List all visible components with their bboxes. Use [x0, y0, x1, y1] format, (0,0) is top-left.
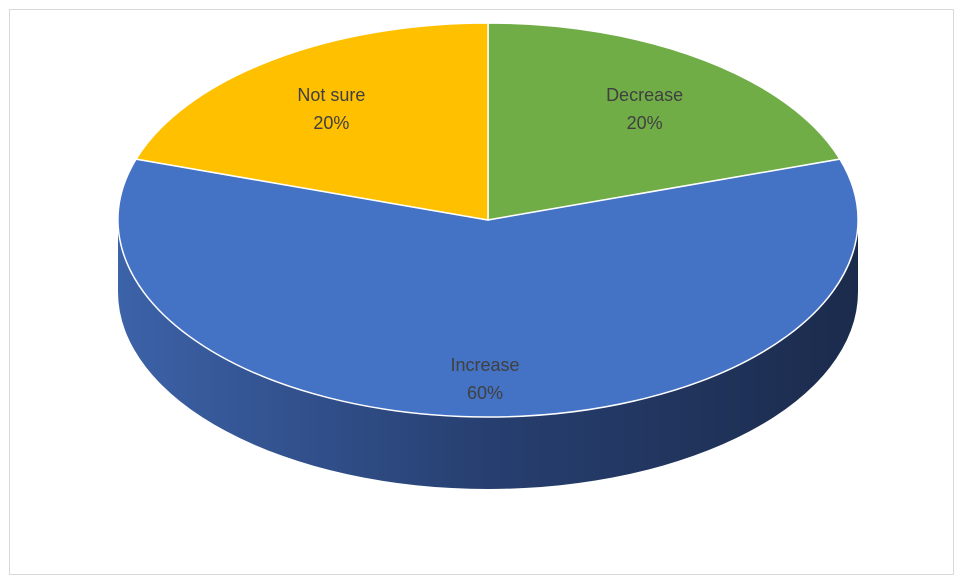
- pie-slices: [117, 22, 859, 418]
- slice-percent-label: 20%: [627, 113, 663, 133]
- slice-category-label: Decrease: [606, 85, 683, 105]
- pie-slice-increase: [117, 158, 859, 418]
- pie-slice-decrease: [487, 22, 842, 221]
- pie-labels: Decrease 20% Increase 60% Not sure 20%: [297, 85, 683, 403]
- slice-category-label: Not sure: [297, 85, 365, 105]
- pie-slice-not-sure: [134, 22, 489, 221]
- pie-side-wall: [118, 220, 858, 489]
- slice-percent-label: 20%: [313, 113, 349, 133]
- slice-category-label: Increase: [450, 355, 519, 375]
- slice-percent-label: 60%: [467, 383, 503, 403]
